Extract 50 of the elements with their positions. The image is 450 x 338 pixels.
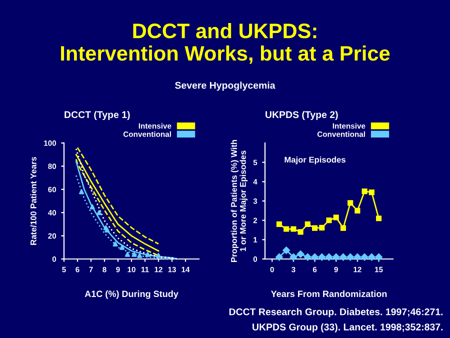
chart-title: UKPDS (Type 2) [266,110,338,120]
point [368,253,376,261]
point [282,246,290,254]
point [360,253,368,261]
point [296,250,304,258]
point [304,221,310,227]
point [326,218,332,224]
text: Severe Hypoglycemia [175,82,276,91]
point [354,253,362,261]
x-axis-title: Years From Randomization [270,290,387,298]
point [290,253,298,261]
point [124,252,130,257]
point [354,208,360,214]
point [368,190,374,196]
point [346,253,354,261]
point [311,253,318,261]
chart-title: DCCT (Type 1) [64,110,130,120]
point [90,204,95,210]
y-axis-title: Proportion of Patients (%) With 1 or More Major Episodes [230,140,248,262]
point [276,253,283,261]
point [318,253,326,261]
point [332,253,340,261]
point [312,225,318,231]
y-axis-title: Rate/100 Patient Years [30,156,36,245]
x-axis-title: A1C (%) During Study [84,290,178,299]
text: DCCT and UKPDS: Intervention Works, but at a Price [61,23,390,64]
point [284,226,290,232]
point [362,188,368,194]
point [96,210,102,216]
point [340,253,347,261]
point [304,253,312,261]
point [298,229,304,235]
point [375,253,382,261]
point [340,225,346,231]
point [319,224,325,230]
point [325,253,333,261]
point [376,216,382,222]
point [156,252,162,258]
point [112,241,118,246]
text: UKPDS Group (33). Lancet. 1998;352:837. [252,323,443,332]
point [290,226,296,232]
point [276,221,282,227]
text: DCCT Research Group. Diabetes. 1997;46:271. [229,308,443,318]
annotation: Major Episodes [284,156,346,164]
point [145,252,150,257]
point [79,189,84,194]
point [104,227,110,233]
point [333,214,339,220]
point [348,200,354,206]
point [132,252,137,257]
